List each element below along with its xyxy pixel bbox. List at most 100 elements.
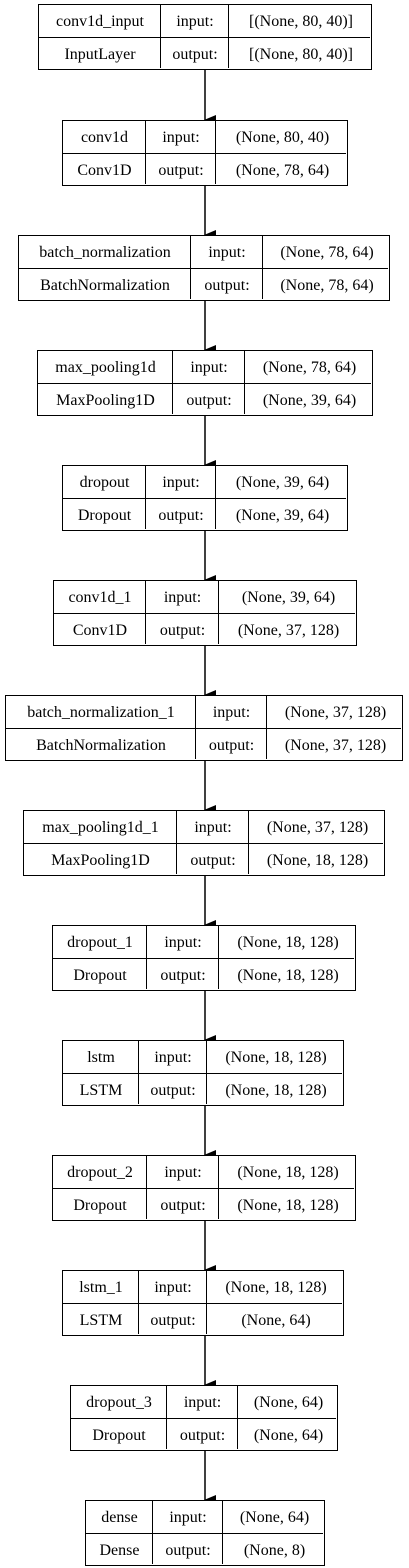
- layer-node-dropout_1: dropout_1 Dropout input: output: (None, 18, …: [52, 925, 356, 991]
- column-divider: [262, 236, 264, 299]
- layer-node-conv1d_1: conv1d_1 Conv1D input: output: (None, 39, 64…: [53, 580, 357, 646]
- column-divider: [145, 581, 147, 644]
- layer-type: Dropout: [73, 1196, 127, 1214]
- row-divider: [54, 613, 355, 615]
- layer-name: conv1d: [80, 128, 129, 146]
- row-divider: [6, 728, 401, 730]
- layer-name: conv1d_input: [56, 12, 144, 30]
- column-divider: [218, 926, 220, 989]
- layer-name: max_pooling1d_1: [42, 818, 159, 836]
- layer-type: Dropout: [92, 1426, 146, 1444]
- layer-node-dropout_3: dropout_3 Dropout input: output: (None, 64) (…: [70, 1385, 338, 1451]
- row-divider: [24, 843, 383, 845]
- input-shape: (None, 78, 64): [262, 358, 357, 376]
- output-label: output:: [165, 1541, 211, 1559]
- input-label: input:: [163, 588, 202, 606]
- input-shape: (None, 18, 128): [237, 1163, 339, 1181]
- output-label: output:: [159, 621, 206, 639]
- column-divider: [146, 1156, 148, 1219]
- output-label: output:: [158, 161, 204, 179]
- input-shape: (None, 37, 128): [266, 818, 369, 836]
- layer-type: Conv1D: [72, 621, 128, 639]
- input-label: input:: [162, 473, 200, 491]
- input-label: input:: [183, 1393, 222, 1411]
- column-divider: [222, 1501, 224, 1564]
- column-divider: [215, 466, 217, 529]
- input-label: input:: [176, 12, 214, 30]
- column-divider: [218, 581, 220, 644]
- layer-node-max_pooling1d_1: max_pooling1d_1 MaxPooling1D input: output:…: [23, 810, 385, 876]
- column-divider: [190, 236, 192, 299]
- row-divider: [39, 37, 370, 39]
- output-shape: (None, 37, 128): [237, 621, 340, 639]
- output-label: output:: [160, 1196, 206, 1214]
- row-divider: [86, 1533, 323, 1535]
- row-divider: [71, 1418, 336, 1420]
- layer-node-lstm_1: lstm_1 LSTM input: output: (None, 18, 128) (N…: [62, 1270, 344, 1336]
- column-divider: [237, 1386, 239, 1449]
- layer-node-batch_normalization: batch_normalization BatchNormalization inp…: [18, 235, 390, 301]
- output-label: output:: [158, 506, 204, 524]
- layer-node-max_pooling1d: max_pooling1d MaxPooling1D input: output: (N…: [37, 350, 373, 416]
- layer-type: Dense: [99, 1541, 140, 1559]
- output-shape: (None, 18, 128): [266, 851, 369, 869]
- column-divider: [138, 1271, 140, 1334]
- column-divider: [218, 1156, 220, 1219]
- layer-node-dropout_2: dropout_2 Dropout input: output: (None, 18, …: [52, 1155, 356, 1221]
- layer-node-dropout: dropout Dropout input: output: (None, 39, 64…: [62, 465, 348, 531]
- layer-name: dropout_2: [67, 1163, 133, 1181]
- layer-type: MaxPooling1D: [51, 851, 150, 869]
- layer-type: Dropout: [73, 966, 127, 984]
- output-shape: (None, 18, 128): [237, 1196, 339, 1214]
- row-divider: [63, 498, 346, 500]
- output-label: output:: [204, 276, 250, 294]
- output-shape: (None, 78, 64): [280, 276, 374, 294]
- output-shape: (None, 78, 64): [235, 161, 330, 179]
- layer-name: dropout: [79, 473, 130, 491]
- column-divider: [266, 696, 268, 759]
- input-shape: (None, 78, 64): [280, 243, 374, 261]
- input-label: input:: [154, 1278, 192, 1296]
- output-shape: (None, 39, 64): [262, 391, 357, 409]
- input-shape: (None, 18, 128): [225, 1278, 327, 1296]
- layer-type: LSTM: [79, 1081, 123, 1099]
- column-divider: [172, 351, 174, 414]
- layer-name: dense: [101, 1508, 138, 1526]
- output-label: output:: [190, 851, 236, 869]
- row-divider: [63, 153, 346, 155]
- input-label: input:: [212, 703, 251, 721]
- row-divider: [19, 268, 388, 270]
- layer-node-conv1d: conv1d Conv1D input: output: (None, 80, 40) (…: [62, 120, 348, 186]
- layer-name: dropout_1: [67, 933, 133, 951]
- output-shape: (None, 64): [253, 1426, 324, 1444]
- column-divider: [195, 696, 197, 759]
- column-divider: [145, 121, 147, 184]
- layer-node-lstm: lstm LSTM input: output: (None, 18, 128) (Non…: [62, 1040, 344, 1106]
- input-shape: (None, 39, 64): [235, 473, 330, 491]
- column-divider: [248, 811, 250, 874]
- output-label: output:: [150, 1311, 196, 1329]
- input-shape: [(None, 80, 40)]: [249, 12, 353, 30]
- output-label: output:: [208, 736, 255, 754]
- column-divider: [206, 1041, 208, 1104]
- layer-name: dropout_3: [86, 1393, 152, 1411]
- output-shape: (None, 18, 128): [225, 1081, 327, 1099]
- input-shape: (None, 64): [239, 1508, 310, 1526]
- output-shape: (None, 64): [241, 1311, 311, 1329]
- input-label: input:: [194, 818, 232, 836]
- layer-type: InputLayer: [64, 45, 136, 63]
- layer-name: max_pooling1d: [55, 358, 156, 376]
- column-divider: [206, 1271, 208, 1334]
- layer-name: batch_normalization_1: [27, 703, 175, 721]
- layer-name: batch_normalization: [39, 243, 171, 261]
- layer-name: conv1d_1: [68, 588, 132, 606]
- output-shape: (None, 37, 128): [284, 736, 387, 754]
- layer-node-dense: dense Dense input: output: (None, 64) (None, …: [85, 1500, 325, 1566]
- input-label: input:: [162, 128, 200, 146]
- output-label: output:: [179, 1426, 226, 1444]
- column-divider: [145, 466, 147, 529]
- layer-node-conv1d_input: conv1d_input InputLayer input: output: [(Non…: [38, 4, 372, 70]
- input-shape: (None, 18, 128): [225, 1048, 327, 1066]
- output-shape: (None, 8): [243, 1541, 306, 1559]
- output-shape: [(None, 80, 40)]: [249, 45, 353, 63]
